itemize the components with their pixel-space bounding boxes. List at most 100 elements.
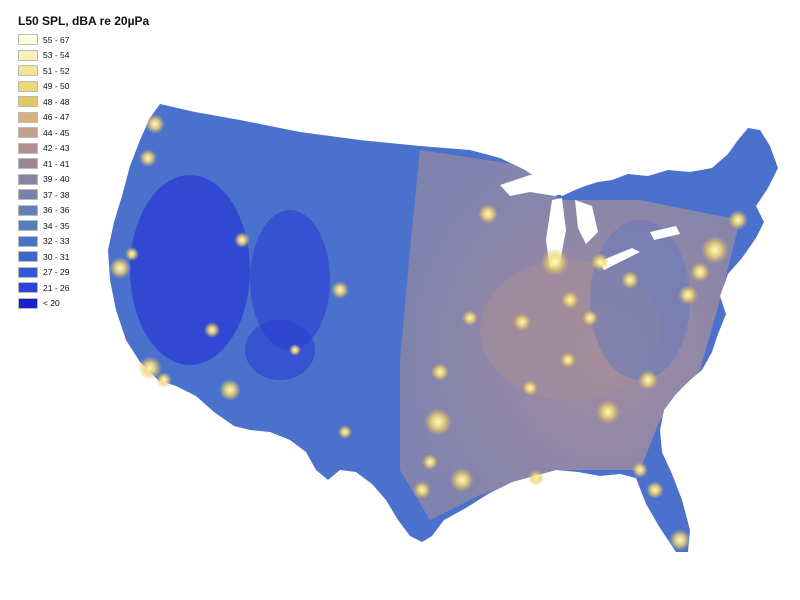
- legend-row: 49 - 50: [18, 79, 69, 95]
- great-basin-quiet-region: [130, 175, 250, 365]
- atlanta-hotspot: [596, 400, 620, 424]
- seattle-hotspot: [145, 114, 165, 134]
- new-orleans-hotspot: [528, 470, 544, 486]
- legend-swatch: [18, 111, 38, 123]
- legend-label: 46 - 47: [43, 112, 70, 123]
- legend-swatch: [18, 127, 38, 139]
- legend-swatch: [18, 189, 38, 201]
- legend-row: 27 - 29: [18, 265, 69, 281]
- legend-swatch: [18, 282, 38, 294]
- el-paso-hotspot: [338, 425, 352, 439]
- legend-label: 27 - 29: [43, 267, 70, 278]
- legend-row: 32 - 33: [18, 234, 69, 250]
- legend-row: 34 - 35: [18, 218, 69, 234]
- legend-swatch: [18, 235, 38, 247]
- legend-label: 32 - 33: [43, 236, 70, 247]
- legend-row: 41 - 41: [18, 156, 69, 172]
- legend-row: 36 - 36: [18, 203, 69, 219]
- legend-row: 53 - 54: [18, 48, 69, 64]
- las-vegas-hotspot: [204, 322, 220, 338]
- legend-label: 37 - 38: [43, 189, 70, 200]
- lake-superior: [500, 175, 575, 196]
- legend-label: < 20: [43, 298, 60, 309]
- san-francisco-hotspot: [109, 257, 131, 279]
- st-louis-hotspot: [513, 313, 531, 331]
- legend-label: 34 - 35: [43, 220, 70, 231]
- legend-row: 48 - 48: [18, 94, 69, 110]
- legend-label: 53 - 54: [43, 50, 70, 61]
- urban-noise-hotspots: [109, 114, 748, 551]
- lake-huron: [575, 200, 598, 244]
- boston-hotspot: [728, 210, 748, 230]
- nashville-hotspot: [560, 352, 576, 368]
- midwest-noise-region: [480, 260, 660, 400]
- legend-label: 36 - 36: [43, 205, 70, 216]
- legend-title: L50 SPL, dBA re 20µPa: [18, 14, 150, 28]
- legend-swatch: [18, 251, 38, 263]
- legend-label: 49 - 50: [43, 81, 70, 92]
- southwest-quiet-region: [245, 320, 315, 380]
- legend-label: 41 - 41: [43, 158, 70, 169]
- san-antonio-hotspot: [413, 481, 431, 499]
- legend-swatch: [18, 204, 38, 216]
- legend-swatch: [18, 65, 38, 77]
- albuquerque-hotspot: [289, 344, 301, 356]
- phoenix-hotspot: [219, 379, 241, 401]
- los-angeles-hotspot: [138, 356, 162, 380]
- miami-hotspot: [669, 529, 691, 551]
- legend-swatch: [18, 142, 38, 154]
- legend-label: 30 - 31: [43, 251, 70, 262]
- legend-row: 37 - 38: [18, 187, 69, 203]
- legend-swatch: [18, 266, 38, 278]
- legend-label: 55 - 67: [43, 34, 70, 45]
- colorado-plateau-quiet-region: [250, 210, 330, 350]
- austin-hotspot: [422, 454, 438, 470]
- legend-swatch: [18, 34, 38, 46]
- legend-row: 39 - 40: [18, 172, 69, 188]
- legend-label: 39 - 40: [43, 174, 70, 185]
- legend-swatch: [18, 80, 38, 92]
- legend-swatch: [18, 220, 38, 232]
- legend-row: 44 - 45: [18, 125, 69, 141]
- jacksonville-hotspot: [632, 462, 648, 478]
- philadelphia-hotspot: [690, 262, 710, 282]
- legend-swatch: [18, 297, 38, 309]
- minneapolis-hotspot: [478, 204, 498, 224]
- portland-hotspot: [139, 149, 157, 167]
- legend-row: < 20: [18, 296, 69, 312]
- salt-lake-hotspot: [234, 232, 250, 248]
- washington-hotspot: [678, 285, 698, 305]
- chicago-hotspot: [541, 248, 569, 276]
- legend-label: 51 - 52: [43, 65, 70, 76]
- houston-hotspot: [450, 468, 474, 492]
- san-diego-hotspot: [156, 372, 172, 388]
- legend-row: 46 - 47: [18, 110, 69, 126]
- indianapolis-hotspot: [561, 291, 579, 309]
- legend-label: 42 - 43: [43, 143, 70, 154]
- sacramento-hotspot: [125, 247, 139, 261]
- legend-label: 21 - 26: [43, 282, 70, 293]
- legend-row: 30 - 31: [18, 249, 69, 265]
- oklahoma-city-hotspot: [431, 363, 449, 381]
- legend-label: 44 - 45: [43, 127, 70, 138]
- detroit-hotspot: [591, 253, 609, 271]
- legend-row: 51 - 52: [18, 63, 69, 79]
- denver-hotspot: [331, 281, 349, 299]
- legend-swatch: [18, 158, 38, 170]
- dallas-hotspot: [424, 408, 452, 436]
- legend-swatch: [18, 96, 38, 108]
- orlando-hotspot: [646, 481, 664, 499]
- legend-swatch: [18, 173, 38, 185]
- lake-ontario: [650, 226, 680, 240]
- legend: 55 - 67 53 - 54 51 - 52 49 - 50 48 - 48 46 - …: [18, 32, 69, 311]
- new-york-hotspot: [701, 236, 729, 264]
- kansas-city-hotspot: [462, 310, 478, 326]
- legend-swatch: [18, 49, 38, 61]
- legend-row: 55 - 67: [18, 32, 69, 48]
- cincinnati-hotspot: [582, 310, 598, 326]
- charlotte-hotspot: [638, 370, 658, 390]
- legend-label: 48 - 48: [43, 96, 70, 107]
- legend-row: 42 - 43: [18, 141, 69, 157]
- memphis-hotspot: [522, 380, 538, 396]
